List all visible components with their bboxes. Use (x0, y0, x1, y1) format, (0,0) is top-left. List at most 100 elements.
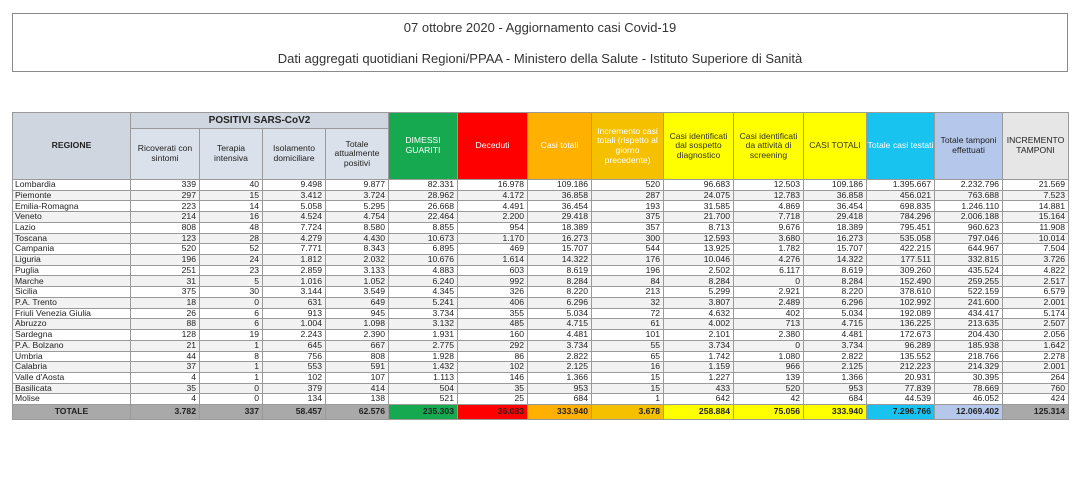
table-cell: 6.895 (388, 243, 458, 256)
region-name-cell: Basilicata (12, 382, 131, 395)
table-cell: 82.331 (388, 179, 458, 191)
table-cell: 15 (591, 371, 664, 384)
table-cell: 12.783 (733, 189, 804, 202)
table-cell: 6 (199, 307, 263, 320)
table-cell: 3.734 (388, 307, 458, 320)
table-cell: 44 (130, 350, 200, 363)
table-cell: 1.366 (803, 371, 867, 384)
region-name-cell: Marche (12, 275, 131, 288)
table-cell: 8.220 (527, 286, 592, 298)
table-cell: 795.451 (866, 221, 935, 234)
table-cell: 0 (733, 339, 804, 352)
covid-table: REGIONE POSITIVI SARS-CoV2 DIMESSI GUARI… (12, 112, 1069, 421)
table-cell: 520 (733, 382, 804, 395)
region-name-cell: Emilia-Romagna (12, 200, 131, 213)
table-cell: 10.676 (388, 254, 458, 266)
table-cell: 2.056 (1002, 329, 1069, 341)
totals-cell: 3.678 (591, 404, 664, 421)
table-cell: 3.144 (262, 286, 326, 298)
table-cell: 107 (325, 371, 389, 384)
table-cell: 160 (457, 329, 528, 341)
region-name-cell: Sicilia (12, 286, 131, 298)
table-cell: 4.869 (733, 200, 804, 213)
table-cell: 631 (262, 296, 326, 309)
table-cell: 684 (803, 393, 867, 406)
table-cell: 5 (199, 275, 263, 288)
table-cell: 520 (591, 179, 664, 191)
table-cell: 1.931 (388, 329, 458, 341)
table-cell: 953 (527, 382, 592, 395)
table-cell: 139 (733, 371, 804, 384)
table-cell: 10.014 (1002, 232, 1069, 245)
table-cell: 1 (199, 339, 263, 352)
table-cell: 2.232.796 (934, 179, 1003, 191)
table-cell: 192.089 (866, 307, 935, 320)
table-cell: 204.430 (934, 329, 1003, 341)
table-cell: 5.299 (663, 286, 734, 298)
table-cell: 16.273 (803, 232, 867, 245)
table-cell: 642 (663, 393, 734, 406)
table-cell: 7.724 (262, 221, 326, 234)
table-cell: 16 (591, 361, 664, 373)
table-row: Emilia-Romagna 223 14 5.058 5.295 26.668 4.491… (12, 200, 1069, 213)
table-cell: 146 (457, 371, 528, 384)
col-terapia: Terapia intensiva (199, 128, 263, 180)
table-cell: 172.673 (866, 329, 935, 341)
totals-cell: 235.303 (388, 404, 458, 421)
table-cell: 3.734 (663, 339, 734, 352)
table-cell: 521 (388, 393, 458, 406)
region-name-cell: Umbria (12, 350, 131, 363)
table-cell: 61 (591, 318, 664, 331)
table-cell: 402 (733, 307, 804, 320)
table-cell: 11.908 (1002, 221, 1069, 234)
header-subtitle: Dati aggregati quotidiani Regioni/PPAA -… (277, 51, 803, 66)
table-cell: 553 (262, 361, 326, 373)
table-cell: 8.619 (527, 264, 592, 277)
table-cell: 4.345 (388, 286, 458, 298)
table-row: Liguria 196 24 1.812 2.032 10.676 1.614 14.322 1… (12, 254, 1069, 266)
table-cell: 8.284 (803, 275, 867, 288)
table-cell: 2.200 (457, 211, 528, 223)
table-cell: 4.279 (262, 232, 326, 245)
totals-cell: 3.782 (130, 404, 200, 421)
table-row: Toscana 123 28 4.279 4.430 10.673 1.170 16.273 3… (12, 232, 1069, 245)
table-cell: 3.807 (663, 296, 734, 309)
table-cell: 2.517 (1002, 275, 1069, 288)
table-cell: 36.454 (527, 200, 592, 213)
col-casi-testati: Totale casi testati (866, 112, 935, 180)
table-cell: 72 (591, 307, 664, 320)
col-ricoverati: Ricoverati con sintomi (130, 128, 200, 180)
table-cell: 1.170 (457, 232, 528, 245)
table-cell: 424 (1002, 393, 1069, 406)
table-cell: 4 (130, 393, 200, 406)
table-cell: 15.164 (1002, 211, 1069, 223)
table-row: Campania 520 52 7.771 8.343 6.895 469 15.707 544… (12, 243, 1069, 256)
table-cell: 18.389 (803, 221, 867, 234)
table-cell: 1.246.110 (934, 200, 1003, 213)
table-cell: 84 (591, 275, 664, 288)
table-cell: 30 (199, 286, 263, 298)
table-cell: 13.925 (663, 243, 734, 256)
table-cell: 101 (591, 329, 664, 341)
table-cell: 102 (262, 371, 326, 384)
table-cell: 379 (262, 382, 326, 395)
table-cell: 6.579 (1002, 286, 1069, 298)
table-cell: 12.503 (733, 179, 804, 191)
table-cell: 1.395.667 (866, 179, 935, 191)
table-cell: 1.366 (527, 371, 592, 384)
table-cell: 30.395 (934, 371, 1003, 384)
table-cell: 2.243 (262, 329, 326, 341)
table-row: Calabria 37 1 553 591 1.432 102 2.125 16 1.159 966… (12, 361, 1069, 373)
table-cell: 287 (591, 189, 664, 202)
table-cell: 218.766 (934, 350, 1003, 363)
table-cell: 15 (199, 189, 263, 202)
table-row: Valle d'Aosta 4 1 102 107 1.113 146 1.366 15 1.22… (12, 371, 1069, 384)
table-row: Lazio 808 48 7.724 8.580 8.855 954 18.389 357 8.7… (12, 221, 1069, 234)
col-totale-positivi: Totale attualmente positivi (325, 128, 389, 180)
table-cell: 1.642 (1002, 339, 1069, 352)
table-cell: 264 (1002, 371, 1069, 384)
region-name-cell: Sardegna (12, 329, 131, 341)
region-name-cell: Molise (12, 393, 131, 406)
region-name-cell: P.A. Bolzano (12, 339, 131, 352)
table-cell: 214 (130, 211, 200, 223)
